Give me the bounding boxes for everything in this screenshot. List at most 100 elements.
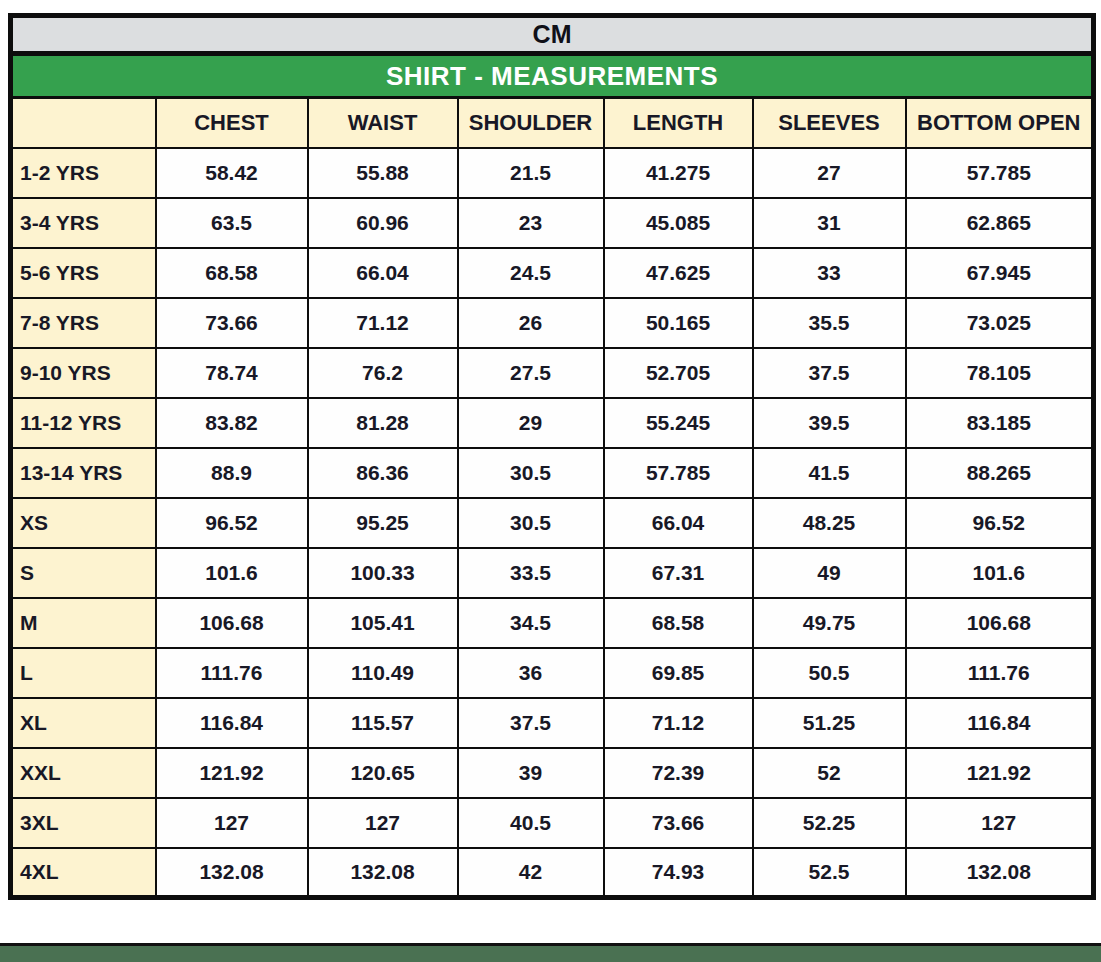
- measurement-cell: 73.66: [156, 298, 308, 348]
- measurement-cell: 83.185: [906, 398, 1094, 448]
- unit-row: CM: [11, 16, 1094, 54]
- measurement-cell: 73.66: [604, 798, 753, 848]
- measurement-cell: 27: [753, 148, 906, 198]
- measurement-cell: 106.68: [906, 598, 1094, 648]
- row-label: M: [11, 598, 156, 648]
- table-row: 4XL132.08132.084274.9352.5132.08: [11, 848, 1094, 898]
- table-row: S101.6100.3333.567.3149101.6: [11, 548, 1094, 598]
- row-label: XL: [11, 698, 156, 748]
- measurement-cell: 95.25: [308, 498, 458, 548]
- table-title: SHIRT - MEASUREMENTS: [11, 54, 1094, 98]
- measurement-cell: 96.52: [156, 498, 308, 548]
- measurement-cell: 72.39: [604, 748, 753, 798]
- measurement-cell: 100.33: [308, 548, 458, 598]
- measurement-cell: 121.92: [156, 748, 308, 798]
- row-label: XXL: [11, 748, 156, 798]
- corner-cell: [11, 98, 156, 148]
- measurement-cell: 106.68: [156, 598, 308, 648]
- measurement-cell: 39.5: [753, 398, 906, 448]
- measurement-cell: 62.865: [906, 198, 1094, 248]
- measurement-cell: 50.165: [604, 298, 753, 348]
- row-label: 7-8 YRS: [11, 298, 156, 348]
- column-header-sleeves: SLEEVES: [753, 98, 906, 148]
- measurement-cell: 21.5: [458, 148, 604, 198]
- measurement-cell: 52: [753, 748, 906, 798]
- measurement-cell: 111.76: [906, 648, 1094, 698]
- table-row: 13-14 YRS88.986.3630.557.78541.588.265: [11, 448, 1094, 498]
- column-header-shoulder: SHOULDER: [458, 98, 604, 148]
- measurement-cell: 48.25: [753, 498, 906, 548]
- measurement-cell: 101.6: [156, 548, 308, 598]
- measurement-cell: 41.5: [753, 448, 906, 498]
- table-row: L111.76110.493669.8550.5111.76: [11, 648, 1094, 698]
- table-row: 9-10 YRS78.7476.227.552.70537.578.105: [11, 348, 1094, 398]
- measurement-cell: 55.88: [308, 148, 458, 198]
- measurement-cell: 116.84: [156, 698, 308, 748]
- measurement-cell: 71.12: [308, 298, 458, 348]
- measurement-cell: 30.5: [458, 448, 604, 498]
- measurement-cell: 115.57: [308, 698, 458, 748]
- measurement-cell: 132.08: [156, 848, 308, 898]
- unit-header: CM: [11, 16, 1094, 54]
- measurement-cell: 74.93: [604, 848, 753, 898]
- row-label: L: [11, 648, 156, 698]
- measurement-cell: 49: [753, 548, 906, 598]
- title-row: SHIRT - MEASUREMENTS: [11, 54, 1094, 98]
- measurement-cell: 76.2: [308, 348, 458, 398]
- measurement-cell: 55.245: [604, 398, 753, 448]
- measurement-cell: 127: [156, 798, 308, 848]
- row-label: 11-12 YRS: [11, 398, 156, 448]
- row-label: 5-6 YRS: [11, 248, 156, 298]
- measurement-cell: 41.275: [604, 148, 753, 198]
- column-header-chest: CHEST: [156, 98, 308, 148]
- measurement-cell: 37.5: [753, 348, 906, 398]
- measurement-cell: 33: [753, 248, 906, 298]
- row-label: 3XL: [11, 798, 156, 848]
- measurement-cell: 78.105: [906, 348, 1094, 398]
- measurement-cell: 60.96: [308, 198, 458, 248]
- measurement-cell: 86.36: [308, 448, 458, 498]
- measurement-cell: 30.5: [458, 498, 604, 548]
- table-row: XL116.84115.5737.571.1251.25116.84: [11, 698, 1094, 748]
- measurement-cell: 132.08: [308, 848, 458, 898]
- measurement-cell: 81.28: [308, 398, 458, 448]
- table-row: 1-2 YRS58.4255.8821.541.2752757.785: [11, 148, 1094, 198]
- measurement-cell: 116.84: [906, 698, 1094, 748]
- measurement-cell: 121.92: [906, 748, 1094, 798]
- measurement-cell: 68.58: [604, 598, 753, 648]
- measurement-cell: 45.085: [604, 198, 753, 248]
- table-row: 3XL12712740.573.6652.25127: [11, 798, 1094, 848]
- measurement-cell: 96.52: [906, 498, 1094, 548]
- measurement-cell: 31: [753, 198, 906, 248]
- table-body: 1-2 YRS58.4255.8821.541.2752757.7853-4 Y…: [11, 148, 1094, 898]
- row-label: 3-4 YRS: [11, 198, 156, 248]
- shirt-measurements-table: CM SHIRT - MEASUREMENTS CHESTWAISTSHOULD…: [8, 13, 1096, 900]
- row-label: 1-2 YRS: [11, 148, 156, 198]
- measurement-cell: 69.85: [604, 648, 753, 698]
- measurement-cell: 83.82: [156, 398, 308, 448]
- table-row: M106.68105.4134.568.5849.75106.68: [11, 598, 1094, 648]
- measurement-cell: 88.9: [156, 448, 308, 498]
- measurement-cell: 24.5: [458, 248, 604, 298]
- measurement-cell: 111.76: [156, 648, 308, 698]
- table-row: XXL121.92120.653972.3952121.92: [11, 748, 1094, 798]
- measurement-cell: 36: [458, 648, 604, 698]
- row-label: S: [11, 548, 156, 598]
- measurement-cell: 57.785: [906, 148, 1094, 198]
- row-label: 9-10 YRS: [11, 348, 156, 398]
- measurement-cell: 34.5: [458, 598, 604, 648]
- measurement-cell: 105.41: [308, 598, 458, 648]
- measurement-cell: 66.04: [604, 498, 753, 548]
- measurement-cell: 132.08: [906, 848, 1094, 898]
- row-label: XS: [11, 498, 156, 548]
- column-header-length: LENGTH: [604, 98, 753, 148]
- measurement-cell: 68.58: [156, 248, 308, 298]
- measurement-cell: 78.74: [156, 348, 308, 398]
- measurement-cell: 52.25: [753, 798, 906, 848]
- table-row: 11-12 YRS83.8281.282955.24539.583.185: [11, 398, 1094, 448]
- table-row: 5-6 YRS68.5866.0424.547.6253367.945: [11, 248, 1094, 298]
- measurement-cell: 35.5: [753, 298, 906, 348]
- column-header-row: CHESTWAISTSHOULDERLENGTHSLEEVESBOTTOM OP…: [11, 98, 1094, 148]
- measurement-cell: 27.5: [458, 348, 604, 398]
- measurement-cell: 42: [458, 848, 604, 898]
